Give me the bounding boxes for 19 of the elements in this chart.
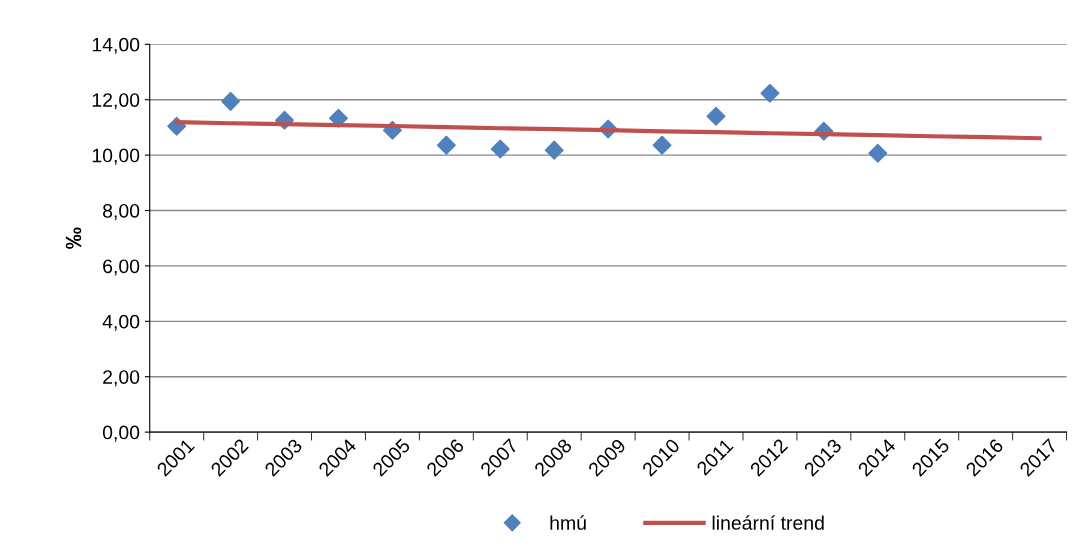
y-axis-title: ‰ — [65, 227, 82, 249]
point — [436, 135, 456, 155]
y-tick-label: 14,00 — [92, 37, 140, 54]
y-tick-label: 4,00 — [102, 314, 140, 331]
legend-label: lineární trend — [712, 515, 824, 530]
legend-label: hmú — [550, 515, 586, 530]
y-tick-label: 8,00 — [103, 203, 140, 221]
y-tick-label: 2,00 — [103, 370, 140, 387]
y-tick-label: 12,00 — [92, 93, 140, 110]
y-tick-label: 10,00 — [92, 148, 140, 165]
point — [652, 135, 672, 155]
point — [706, 106, 726, 126]
point — [490, 139, 510, 159]
point — [868, 143, 888, 163]
point — [544, 140, 564, 160]
y-tick-label: 0,00 — [102, 425, 140, 442]
y-tick-label: 6,00 — [103, 259, 140, 276]
point — [760, 83, 780, 103]
point — [221, 91, 241, 111]
